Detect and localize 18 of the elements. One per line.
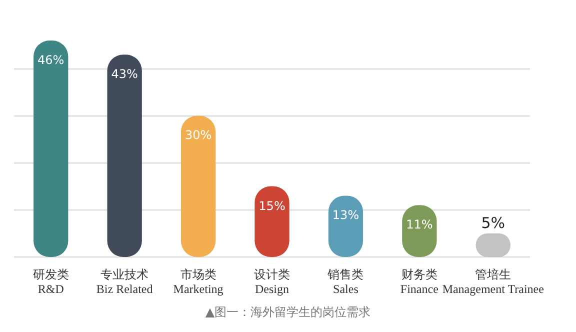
x-tick-label: 研发类 R&D xyxy=(32,268,69,296)
x-tick-label: 专业技术 Biz Related xyxy=(96,268,153,296)
data-label: 5% xyxy=(481,214,506,232)
bar xyxy=(180,116,216,258)
x-tick-label: 财务类 Finance xyxy=(400,268,438,296)
data-label: 13% xyxy=(332,208,360,222)
bar xyxy=(107,54,142,258)
bar xyxy=(34,40,68,258)
x-tick-label: 销售类 Sales xyxy=(326,268,364,296)
data-label: 15% xyxy=(258,198,286,213)
data-label: 43% xyxy=(111,67,138,82)
x-tick-label: 设计类 Design xyxy=(254,268,290,296)
text: ▲图一：海外留学生的岗位需求 xyxy=(204,304,372,321)
data-label: 11% xyxy=(406,218,433,232)
data-label: 46% xyxy=(38,52,64,67)
x-tick-label: 市场类 Marketing xyxy=(173,268,224,296)
data-label: 30% xyxy=(184,128,212,142)
x-tick-label: 管培生 Management Trainee xyxy=(442,268,544,296)
